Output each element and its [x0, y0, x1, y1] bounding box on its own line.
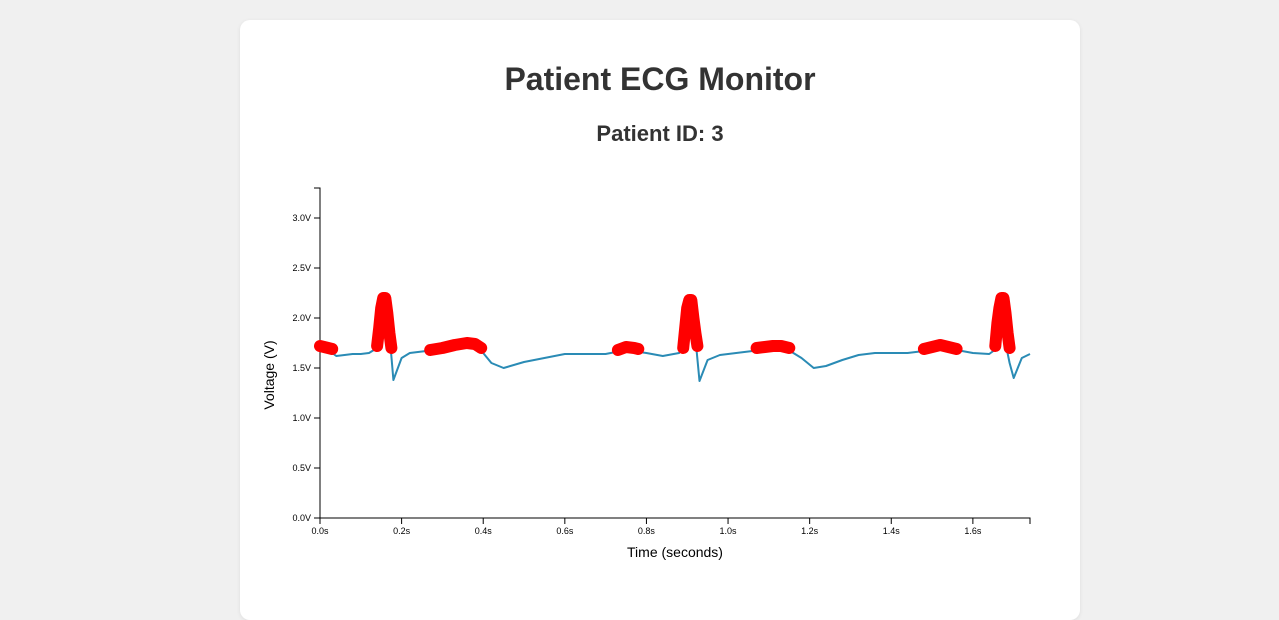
x-tick-label: 1.0s [720, 526, 738, 536]
anomaly-highlight [611, 341, 645, 356]
series-layer [319, 297, 1031, 382]
anomaly-highlight [371, 292, 398, 354]
anomaly-highlight [917, 339, 963, 355]
x-axis-line [319, 517, 1031, 524]
x-tick-label: 1.6s [964, 526, 982, 536]
y-tick-label: 0.0V [292, 513, 311, 523]
anomaly-highlight [750, 340, 796, 354]
y-tick-label: 0.5V [292, 463, 311, 473]
x-tick-label: 0.8s [638, 526, 656, 536]
y-axis-title: Voltage (V) [261, 340, 277, 409]
y-tick-label: 1.0V [292, 413, 311, 423]
y-tick-label: 2.5V [292, 263, 311, 273]
y-tick-label: 1.5V [292, 363, 311, 373]
x-tick-label: 0.0s [311, 526, 329, 536]
y-tick-label: 3.0V [292, 213, 311, 223]
anomaly-highlight [424, 337, 488, 356]
page-title: Patient ECG Monitor [504, 61, 816, 97]
highlight-layer [314, 292, 1016, 356]
ecg-chart: 0.0V 0.5V 1.0V 1.5V 2.0V 2.5V 3.0V 0.0s 0.2s 0.4… [261, 187, 1031, 560]
anomaly-highlight [677, 294, 704, 354]
x-tick-label: 0.4s [475, 526, 493, 536]
x-tick-label: 0.2s [393, 526, 411, 536]
anomaly-highlight [989, 292, 1016, 354]
y-tick-label: 2.0V [292, 313, 311, 323]
x-axis: 0.0s 0.2s 0.4s 0.6s 0.8s 1.0s 1.2s 1.4s 1.6s [311, 517, 1031, 536]
x-tick-label: 1.4s [883, 526, 901, 536]
y-axis: 0.0V 0.5V 1.0V 1.5V 2.0V 2.5V 3.0V [292, 187, 321, 523]
patient-id-label: Patient ID: 3 [596, 121, 724, 146]
x-tick-label: 0.6s [556, 526, 574, 536]
x-tick-label: 1.2s [801, 526, 819, 536]
x-axis-title: Time (seconds) [627, 544, 723, 560]
ecg-series-line [319, 297, 1031, 382]
anomaly-highlight [314, 340, 339, 355]
